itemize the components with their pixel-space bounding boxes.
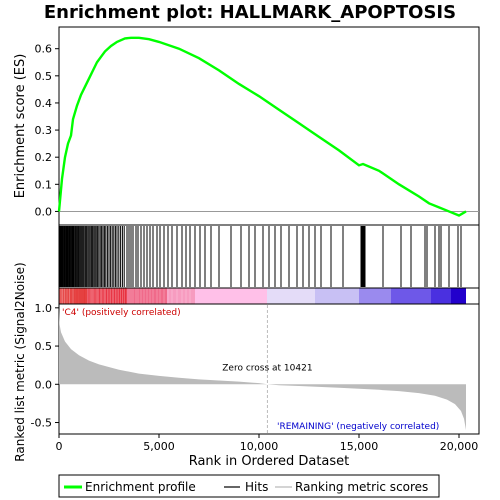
rank-band-segment xyxy=(87,288,127,304)
zero-cross-label: Zero cross at 10421 xyxy=(222,364,312,374)
es-y-tick-label: 0.3 xyxy=(35,124,53,137)
metric-panel-frame xyxy=(58,303,480,435)
positive-correlation-label: 'C4' (positively correlated) xyxy=(62,308,181,318)
metric-x-ticks: 0 5,000 10,000 15,000 20,000 xyxy=(56,434,479,453)
hits-panel xyxy=(58,224,480,289)
es-y-tick-label: 0.1 xyxy=(35,178,53,191)
metric-y-ticks: -0.5 0.0 0.5 1.0 xyxy=(31,302,59,430)
legend-label-hits: Hits xyxy=(245,480,268,494)
metric-x-tick-label: 10,000 xyxy=(240,440,279,453)
metric-x-tick-label: 15,000 xyxy=(340,440,379,453)
metric-y-tick-label: 0.0 xyxy=(35,378,53,391)
rank-band-segment xyxy=(167,288,195,304)
metric-x-axis-label: Rank in Ordered Dataset xyxy=(189,454,350,469)
es-y-tick-label: 0.6 xyxy=(35,43,53,56)
rank-band-segment xyxy=(451,288,466,304)
rank-band-segment xyxy=(359,288,391,304)
metric-x-tick-label: 0 xyxy=(56,440,63,453)
metric-x-tick-label: 5,000 xyxy=(143,440,175,453)
negative-correlation-label: 'REMAINING' (negatively correlated) xyxy=(277,422,439,432)
metric-panel: Zero cross at 10421 'C4' (positively cor… xyxy=(13,262,480,469)
rank-band-segment xyxy=(315,288,359,304)
metric-y-axis-label: Ranked list metric (Signal2Noise) xyxy=(13,262,27,461)
legend-frame xyxy=(58,474,440,498)
es-panel-frame xyxy=(58,26,480,226)
metric-x-tick-label: 20,000 xyxy=(440,440,479,453)
rank-band-segment xyxy=(267,288,315,304)
hit-marks xyxy=(59,226,462,287)
metric-y-tick-label: 1.0 xyxy=(35,302,53,315)
legend-label-enrichment: Enrichment profile xyxy=(85,480,196,494)
es-y-tick-label: 0.2 xyxy=(35,151,53,164)
rank-color-band xyxy=(59,288,466,304)
enrichment-profile-line xyxy=(57,36,467,217)
es-y-tick-label: 0.5 xyxy=(35,70,53,83)
legend-label-metric: Ranking metric scores xyxy=(295,480,428,494)
es-y-axis-label: Enrichment score (ES) xyxy=(13,54,28,199)
es-y-tick-label: 0.0 xyxy=(35,205,53,218)
rank-band-segment xyxy=(431,288,451,304)
legend: Enrichment profile Hits Ranking metric s… xyxy=(58,474,440,498)
rank-band-segment xyxy=(195,288,267,304)
es-panel: 0.0 0.1 0.2 0.3 0.4 0.5 0.6 Enrichment score (… xyxy=(13,26,480,226)
metric-y-tick-label: -0.5 xyxy=(31,417,52,430)
es-y-ticks: 0.0 0.1 0.2 0.3 0.4 0.5 0.6 xyxy=(35,43,59,218)
es-y-tick-label: 0.4 xyxy=(35,97,53,110)
metric-y-tick-label: 0.5 xyxy=(35,340,53,353)
chart-title: Enrichment plot: HALLMARK_APOPTOSIS xyxy=(44,2,456,23)
rank-band-segment xyxy=(391,288,431,304)
